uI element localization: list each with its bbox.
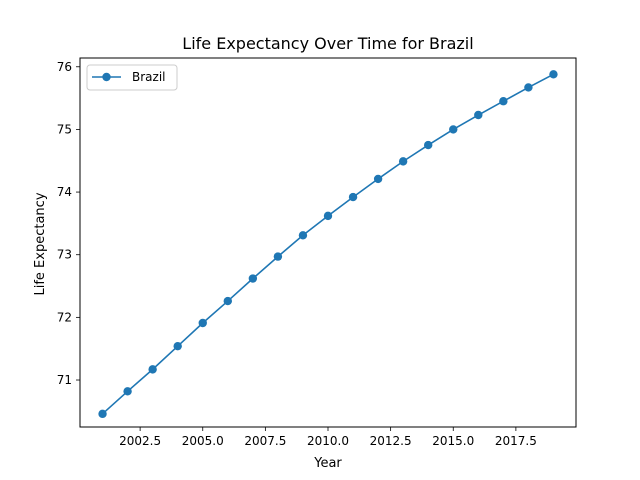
- data-point: [373, 174, 383, 184]
- y-tick-label: 73: [57, 248, 72, 262]
- data-point: [323, 211, 333, 221]
- data-point: [223, 296, 232, 306]
- y-tick-label: 72: [57, 310, 72, 324]
- data-point: [198, 318, 207, 328]
- x-tick-label: 2005.0: [182, 434, 224, 448]
- legend-label: Brazil: [132, 70, 166, 84]
- data-point: [398, 157, 408, 166]
- data-point: [298, 231, 308, 240]
- legend-box: [86, 64, 178, 91]
- x-tick-label: 2015.0: [432, 434, 474, 448]
- data-point: [549, 70, 558, 79]
- data-point: [148, 365, 157, 374]
- x-tick-label: 2017.5: [495, 434, 537, 448]
- chart-title: Life Expectancy Over Time for Brazil: [182, 34, 473, 53]
- data-point: [123, 387, 132, 396]
- x-tick-label: 2010.0: [307, 434, 349, 448]
- plot-area: 2002.5 2005.0 2007.5 2010.0 2012.5 2015.0 2017…: [57, 57, 577, 448]
- data-point: [449, 125, 458, 134]
- data-point: [273, 252, 283, 261]
- x-tick-label: 2012.5: [370, 434, 412, 448]
- y-tick-label: 71: [57, 373, 72, 387]
- data-point: [98, 409, 107, 419]
- data-point: [248, 274, 258, 283]
- data-point: [173, 341, 182, 351]
- y-tick-label: 74: [57, 185, 72, 199]
- x-tick-label: 2007.5: [244, 434, 286, 448]
- x-axis-label: Year: [313, 456, 342, 471]
- data-point: [348, 192, 358, 202]
- data-point: [474, 110, 483, 120]
- data-point: [499, 97, 508, 106]
- data-point: [424, 140, 433, 150]
- y-axis-label: Life Expectancy: [33, 192, 48, 295]
- y-tick-label: 76: [57, 60, 72, 74]
- legend-marker: [102, 72, 111, 82]
- x-tick-label: 2002.5: [119, 434, 161, 448]
- y-tick-label: 75: [57, 122, 72, 136]
- legend: Brazil: [86, 64, 178, 91]
- data-point: [524, 83, 533, 92]
